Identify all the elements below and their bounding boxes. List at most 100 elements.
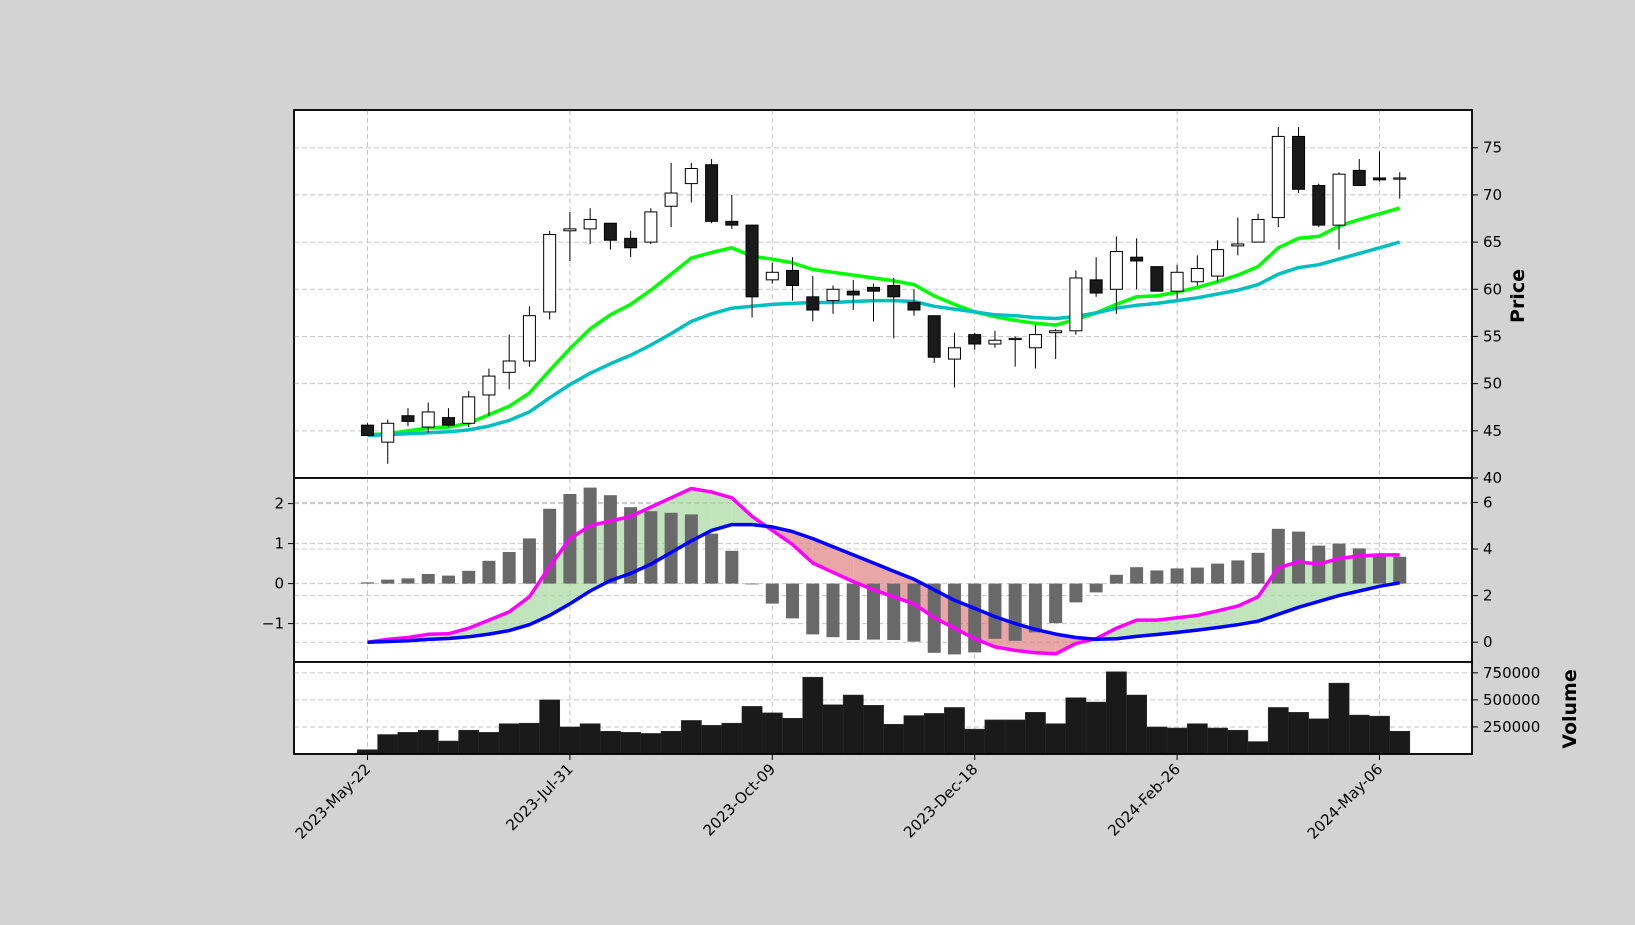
macd-fill-negative [1035, 629, 1056, 654]
macd-histogram-bar [947, 583, 961, 655]
macd-histogram-bar [1393, 556, 1407, 584]
macd-histogram-bar [725, 550, 739, 584]
candle-up [1069, 277, 1083, 332]
volume-bar [579, 723, 601, 755]
x-tick-label: 2024-Feb-26 [1104, 760, 1184, 840]
candle-down [867, 286, 880, 292]
candle-down [361, 424, 374, 437]
macd-histogram-bar [806, 583, 820, 635]
candle-up [765, 271, 779, 281]
price-y-tick-label: 45 [1483, 422, 1502, 440]
volume-bar [660, 731, 682, 755]
moving-average-green [367, 206, 1401, 437]
candle-up [644, 211, 658, 243]
candle-down [887, 285, 901, 298]
volume-bar [498, 723, 520, 755]
volume-bar [822, 704, 844, 755]
macd-histogram-bar [1373, 553, 1386, 584]
macd-right-tick-label: 4 [1483, 540, 1493, 558]
macd-histogram-bar [1211, 563, 1225, 584]
candle-down [1352, 169, 1366, 186]
volume-bar [1267, 707, 1289, 755]
macd-histogram-bar [482, 560, 496, 584]
macd-histogram-bar [603, 495, 617, 584]
volume-bar [600, 731, 621, 755]
candle-down [624, 237, 638, 249]
macd-histogram-bar [583, 487, 597, 584]
macd-histogram-bar [846, 583, 860, 640]
volume-bar [842, 694, 864, 755]
volume-bar [782, 718, 803, 755]
candle-down [806, 296, 820, 311]
macd-line-magenta [367, 486, 1400, 656]
x-tick-label: 2023-Jul-31 [502, 760, 576, 834]
price-axis-title: Price [1507, 269, 1529, 323]
macd-histogram-bar [1109, 574, 1123, 584]
price-y-tick-label: 65 [1483, 233, 1502, 251]
macd-fill-positive [711, 491, 732, 531]
volume-bar [1288, 712, 1309, 755]
volume-bar [1166, 727, 1188, 755]
candle-up [1211, 249, 1225, 277]
macd-histogram-bar [381, 579, 395, 584]
volume-bar [438, 740, 459, 755]
candle-down [441, 417, 455, 426]
macd-histogram-bar [684, 514, 698, 584]
volume-bar [640, 733, 662, 755]
macd-right-tick-label: 0 [1483, 633, 1493, 651]
volume-bar [377, 734, 399, 755]
macd-fill-positive [1136, 620, 1157, 637]
candle-up [1049, 330, 1063, 334]
candle-up [462, 396, 476, 424]
macd-histogram-bar [1028, 583, 1042, 633]
price-y-tick-label: 50 [1483, 375, 1502, 393]
volume-bar [1106, 671, 1127, 755]
candle-up [1109, 251, 1123, 290]
volume-bar [761, 712, 783, 755]
candle-up [1393, 177, 1407, 180]
candle-up [1332, 173, 1346, 226]
macd-histogram-bar [1352, 548, 1366, 584]
macd-left-tick-label: 0 [274, 575, 284, 593]
volume-bar [883, 723, 905, 755]
volume-axis-title: Volume [1559, 669, 1581, 748]
macd-histogram-bar [401, 578, 415, 584]
macd-histogram-bar [887, 583, 901, 640]
candle-up [543, 234, 557, 313]
macd-histogram-bar [1332, 543, 1346, 584]
volume-bar [1085, 701, 1107, 755]
volume-bar [680, 720, 702, 755]
volume-bar [863, 705, 884, 755]
macd-histogram-bar [1231, 560, 1245, 584]
candle-down [1130, 256, 1144, 262]
candle-down [846, 290, 860, 296]
candle-down [1150, 266, 1164, 292]
candle-up [684, 168, 698, 185]
macd-fill-positive [1156, 617, 1178, 635]
candle-up [664, 192, 678, 207]
price-y-tick-label: 40 [1483, 469, 1502, 487]
line-layer [367, 206, 1401, 656]
volume-bar [1186, 723, 1208, 755]
candle-down [603, 222, 617, 241]
volume-bar [1328, 682, 1350, 755]
macd-fill-positive [488, 611, 510, 635]
volume-bar [519, 722, 540, 755]
macd-histogram-bar [421, 574, 435, 584]
macd-left-tick-label: 1 [274, 535, 284, 553]
candle-down [1373, 177, 1386, 181]
macd-signal-line-blue [367, 522, 1400, 644]
volume-bar [1126, 694, 1147, 755]
macd-fill-negative [792, 531, 813, 564]
price-y-tick-label: 70 [1483, 186, 1502, 204]
candle-down [1312, 184, 1326, 226]
x-tick-label: 2023-May-22 [292, 760, 375, 843]
macd-histogram-bar [745, 583, 759, 585]
candle-down [1292, 135, 1306, 190]
volume-y-tick-label: 250000 [1483, 718, 1540, 736]
volume-bar [964, 728, 986, 755]
volume-bar [559, 726, 581, 755]
volume-bar [701, 725, 722, 755]
macd-histogram-bar [1130, 567, 1144, 584]
